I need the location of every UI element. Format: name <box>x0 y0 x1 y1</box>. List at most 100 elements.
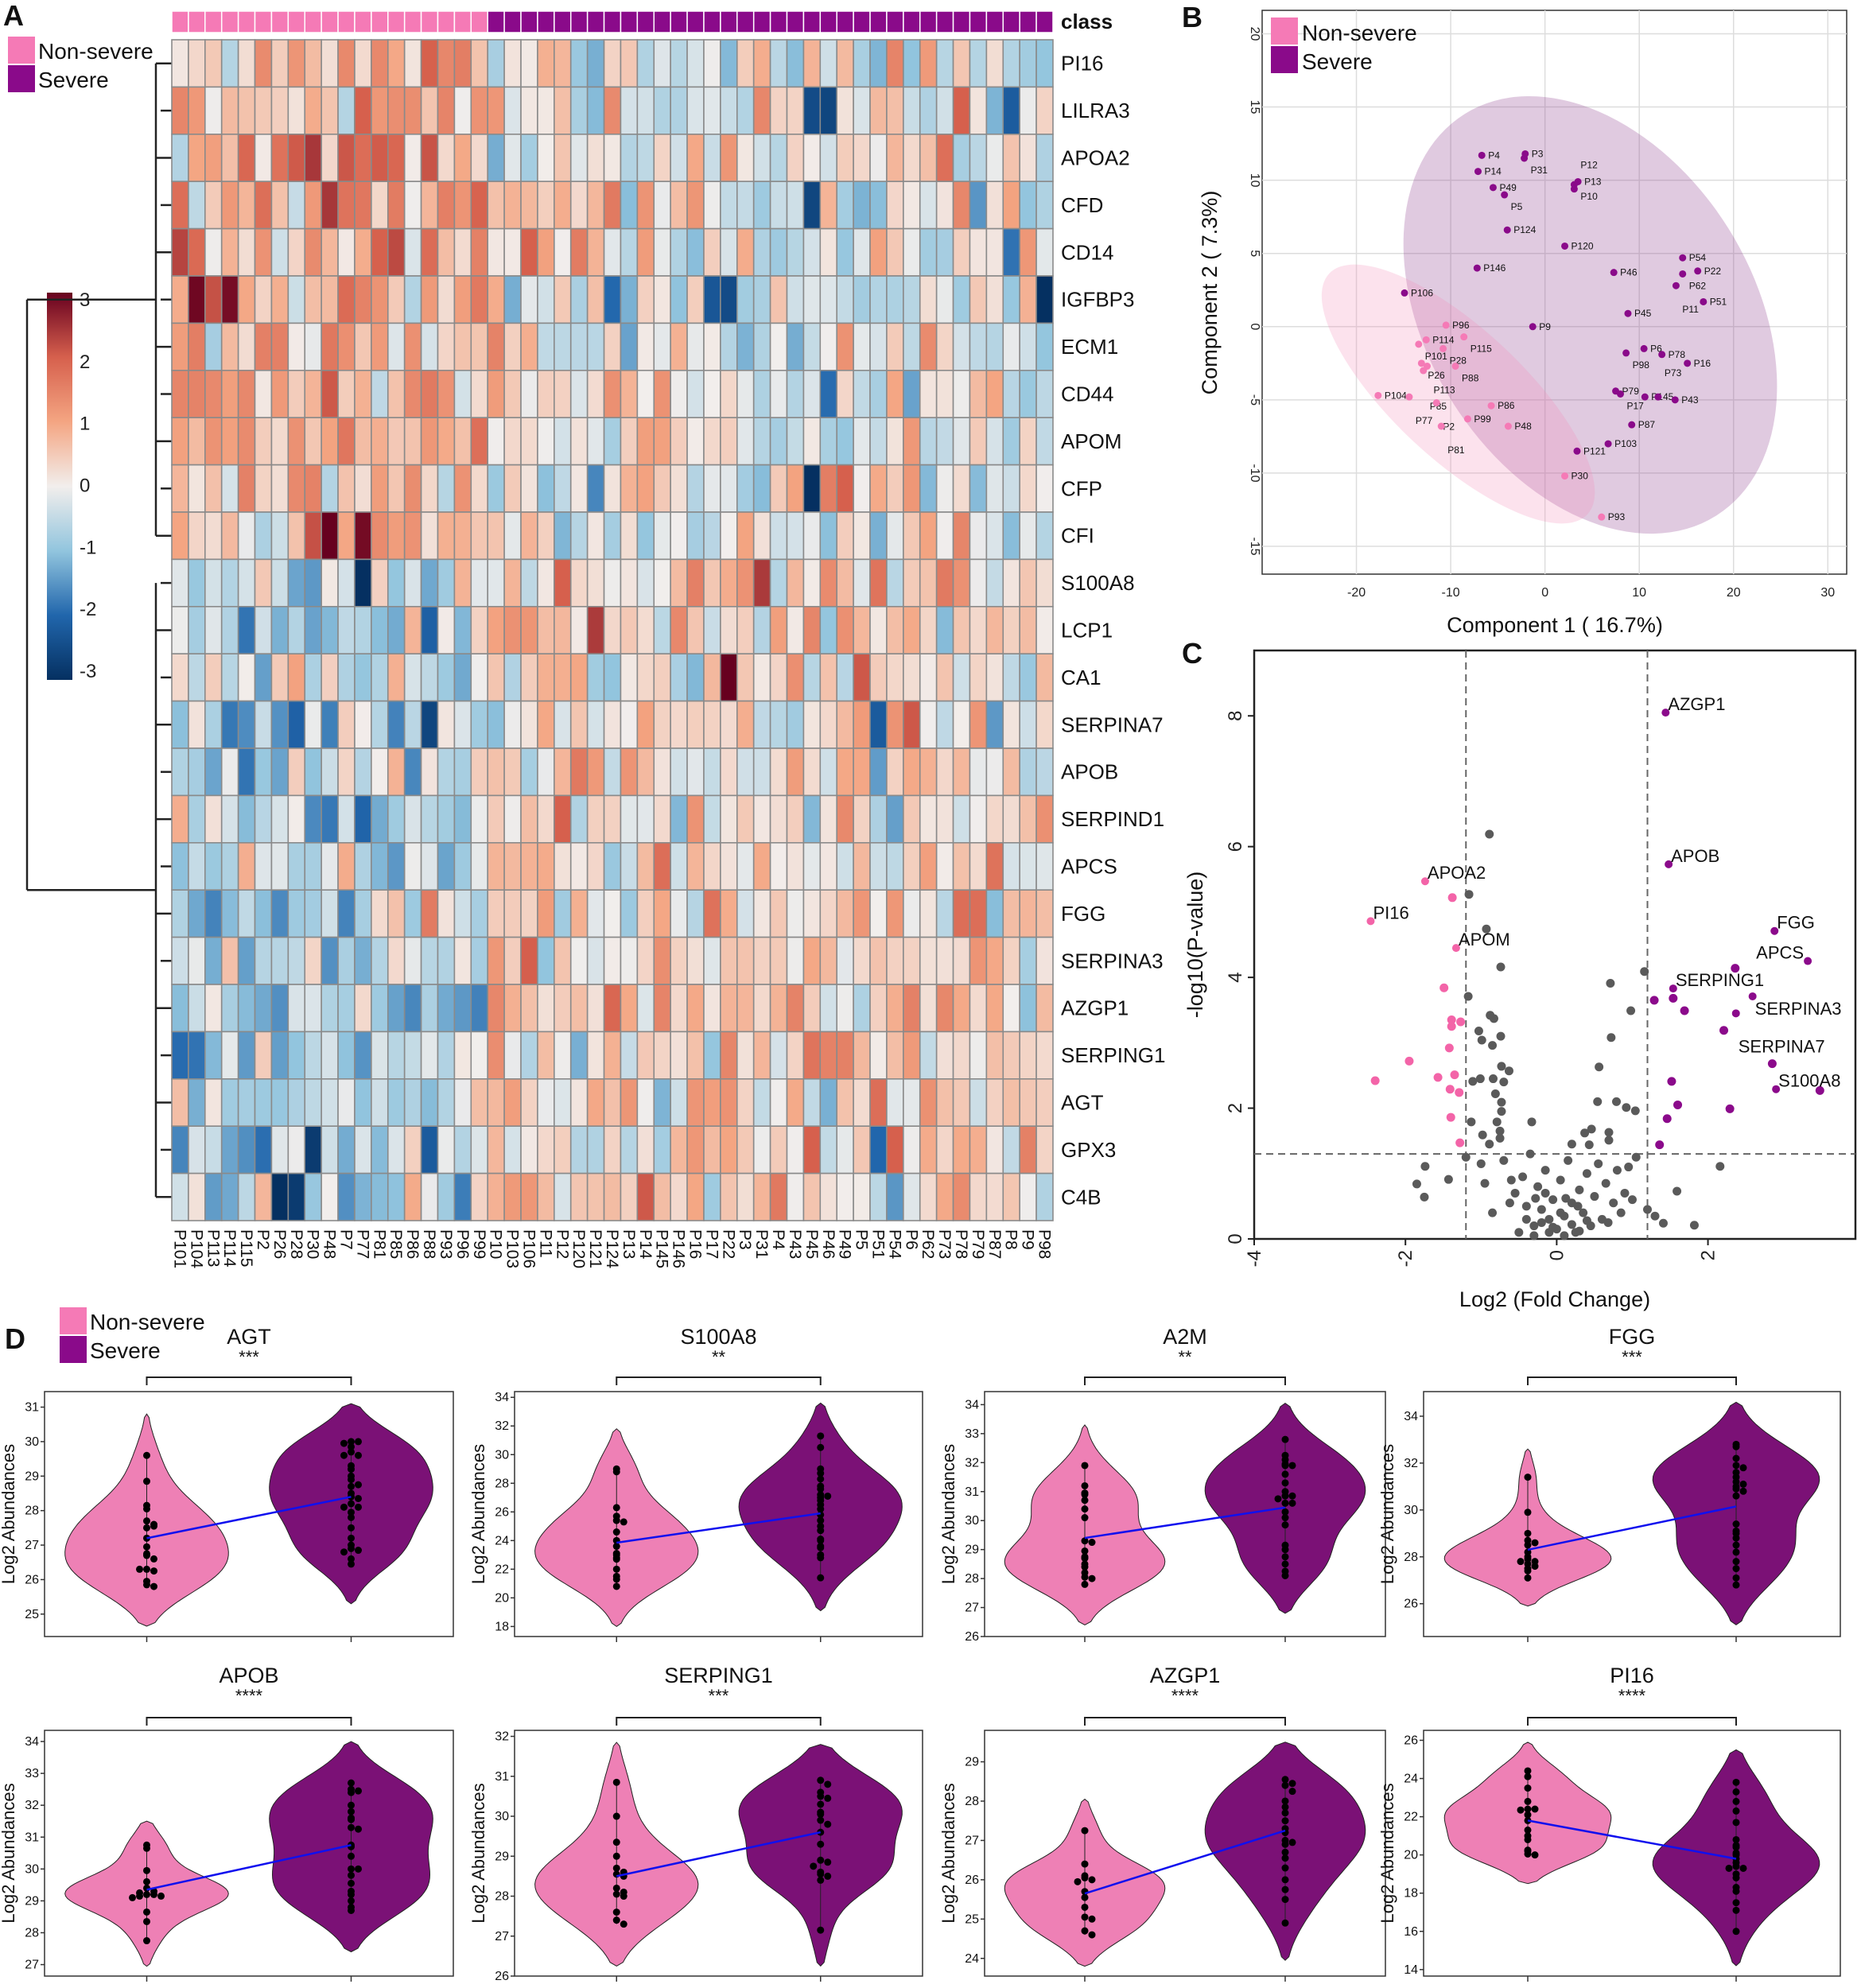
y-tick-label: 32 <box>495 1419 509 1433</box>
data-point <box>348 1801 355 1809</box>
data-point <box>612 1890 620 1898</box>
heatmap-cell <box>470 1078 489 1128</box>
heatmap-cell <box>354 181 372 230</box>
heatmap-cell <box>503 653 522 702</box>
heatmap-cell <box>886 1078 904 1128</box>
heatmap-cell <box>188 134 206 183</box>
heatmap-cell <box>670 889 688 938</box>
heatmap-cell <box>670 842 688 891</box>
heatmap-cell <box>903 511 921 561</box>
heatmap-cell <box>204 1172 223 1221</box>
data-point <box>1281 1803 1289 1811</box>
data-point <box>143 1477 150 1485</box>
column-label: P87 <box>985 1229 1004 1259</box>
heatmap-cell <box>403 322 422 371</box>
data-point <box>150 1567 157 1575</box>
data-point <box>1732 1485 1740 1493</box>
heatmap-cell <box>886 464 904 513</box>
data-point <box>348 1448 355 1456</box>
heatmap-cell <box>171 1031 189 1080</box>
heatmap-cell <box>188 369 206 418</box>
column-label: P4 <box>769 1229 787 1250</box>
heatmap-cell <box>1002 889 1020 938</box>
heatmap-cell <box>437 842 456 891</box>
protein-point-not-significant <box>1540 1188 1550 1198</box>
x-axis-label: Log2 (Fold Change) <box>1459 1287 1650 1311</box>
protein-point-not-significant <box>1537 1205 1546 1214</box>
data-point <box>1281 1829 1289 1837</box>
heatmap-cell <box>903 842 921 891</box>
heatmap-cell <box>869 558 888 608</box>
heatmap-cell <box>969 842 988 891</box>
mean-connector-line <box>146 1496 352 1540</box>
heatmap-cell <box>670 322 688 371</box>
heatmap-cell <box>337 511 355 561</box>
heatmap-cell <box>869 464 888 513</box>
heatmap-cell <box>903 134 921 183</box>
heatmap-cell <box>204 747 223 797</box>
data-point <box>1732 1807 1740 1815</box>
heatmap-cell <box>919 653 938 702</box>
heatmap-cell <box>188 700 206 749</box>
heatmap-cell <box>686 227 705 277</box>
heatmap-cell <box>420 511 439 561</box>
column-label: P88 <box>420 1229 438 1259</box>
heatmap-cell <box>802 134 822 183</box>
protein-point-not-significant <box>1529 1221 1539 1231</box>
heatmap-cell <box>620 1031 639 1080</box>
class-label: class <box>1061 10 1113 33</box>
heatmap-cell <box>321 936 339 985</box>
data-point <box>612 1582 620 1590</box>
heatmap-cell <box>736 322 755 371</box>
heatmap-cell <box>337 1172 355 1221</box>
protein-point-down <box>1456 1017 1466 1027</box>
heatmap-cell <box>836 227 854 277</box>
heatmap-cell <box>304 1125 322 1175</box>
colorbar <box>47 293 72 680</box>
heatmap-cell <box>869 794 888 844</box>
score-point <box>1640 344 1648 352</box>
heatmap-cell <box>985 39 1004 88</box>
heatmap-cell <box>420 464 439 513</box>
heatmap-cell <box>337 747 355 797</box>
heatmap-cell <box>969 181 988 230</box>
heatmap-cell <box>403 1125 422 1175</box>
heatmap-cell <box>952 227 971 277</box>
heatmap-cell <box>769 558 788 608</box>
heatmap-cell <box>786 653 805 702</box>
heatmap-cell <box>470 1031 489 1080</box>
y-axis-label: Log2 Abundances <box>938 1444 958 1584</box>
heatmap-cell <box>836 134 854 183</box>
heatmap-cell <box>437 464 456 513</box>
heatmap-cell <box>453 417 472 466</box>
heatmap-cell <box>254 1125 273 1175</box>
column-label: P26 <box>270 1229 289 1259</box>
heatmap-cell <box>653 794 671 844</box>
heatmap-cell <box>969 227 988 277</box>
heatmap-cell <box>371 86 389 135</box>
heatmap-cell <box>653 842 671 891</box>
row-label: AGT <box>1061 1091 1104 1115</box>
protein-point-not-significant <box>1488 1074 1498 1084</box>
heatmap-cell <box>886 984 904 1033</box>
heatmap-cell <box>354 700 372 749</box>
column-label: P124 <box>603 1229 621 1268</box>
heatmap-cell <box>603 936 622 985</box>
y-tick-label: 24 <box>495 1534 509 1547</box>
protein-point-down <box>1445 1085 1455 1094</box>
protein-point-not-significant <box>1525 1149 1535 1159</box>
heatmap-cell <box>537 1078 555 1128</box>
data-point <box>1088 1574 1096 1582</box>
protein-point-not-significant <box>1573 1202 1583 1211</box>
protein-point-not-significant <box>1612 1097 1622 1106</box>
heatmap-cell <box>1002 605 1020 654</box>
heatmap-cell <box>403 369 422 418</box>
heatmap-cell <box>520 936 538 985</box>
data-point <box>348 1807 355 1815</box>
heatmap-cell <box>869 747 888 797</box>
mean-connector-line <box>1084 1506 1286 1540</box>
row-label: CD44 <box>1061 382 1113 406</box>
heatmap-cell <box>220 700 239 749</box>
heatmap-cell <box>969 936 988 985</box>
heatmap-cell <box>487 39 505 88</box>
